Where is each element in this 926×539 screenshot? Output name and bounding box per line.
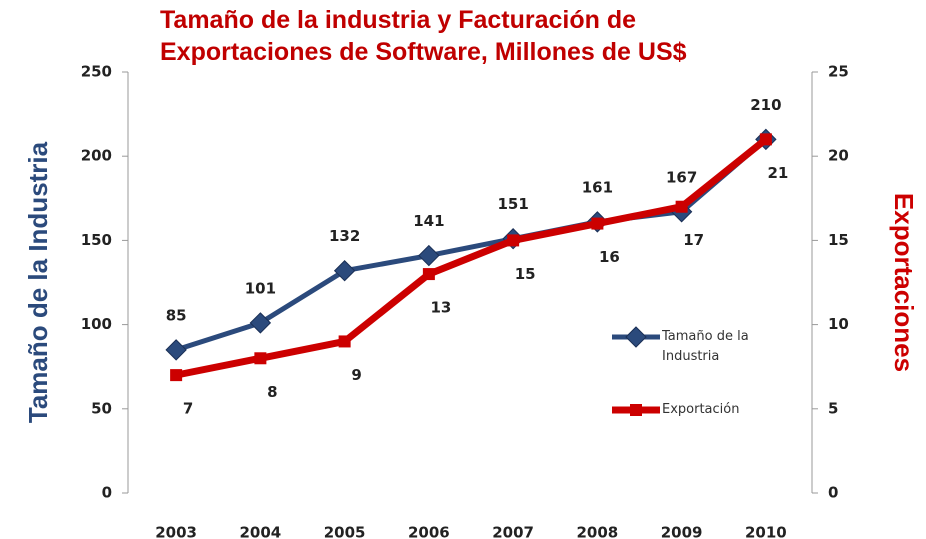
y-tick-label: 0 (102, 484, 112, 502)
x-tick-label: 2010 (745, 524, 787, 539)
data-label: 8 (267, 383, 277, 401)
x-tick-label: 2005 (324, 524, 366, 539)
legend-label: Tamaño de la Industria (662, 329, 749, 364)
y-tick-label: 50 (91, 399, 112, 417)
data-label: 7 (183, 400, 193, 418)
point-marker (422, 268, 435, 281)
y2-tick-label: 20 (828, 147, 849, 165)
x-tick-label: 2003 (155, 524, 197, 539)
point-marker (507, 234, 520, 247)
point-marker (338, 335, 351, 348)
y-tick-label: 150 (81, 231, 112, 249)
data-label: 101 (245, 279, 276, 297)
data-label: 85 (166, 306, 187, 324)
data-label: 21 (767, 164, 788, 182)
series-line (175, 137, 768, 353)
y2-tick-label: 25 (828, 63, 849, 81)
point-marker (333, 260, 356, 282)
y-axis-label: Tamaño de la Industria (23, 141, 53, 423)
data-label: 15 (515, 265, 536, 283)
point-marker (675, 200, 688, 213)
data-label: 13 (430, 299, 451, 317)
y-tick-label: 250 (81, 63, 112, 81)
data-label: 132 (329, 227, 360, 245)
data-label: 210 (750, 96, 781, 114)
x-tick-label: 2007 (492, 524, 534, 539)
y-tick-label: 100 (81, 315, 112, 333)
x-tick-label: 2006 (408, 524, 450, 539)
data-label: 167 (666, 168, 697, 186)
legend-label: Exportación (662, 402, 740, 417)
point-marker (418, 244, 440, 267)
y2-axis-label: Exportaciones (889, 193, 919, 372)
y2-tick-label: 10 (828, 315, 849, 333)
x-tick-label: 2009 (661, 524, 703, 539)
point-marker (165, 339, 187, 361)
x-tick-label: 2004 (240, 524, 282, 539)
y2-tick-label: 0 (828, 484, 838, 502)
y-tick-label: 200 (81, 147, 112, 165)
point-marker (249, 312, 272, 334)
x-tick-label: 2008 (577, 524, 619, 539)
y2-tick-label: 15 (828, 231, 849, 249)
data-label: 9 (351, 366, 361, 384)
series-line (175, 136, 769, 379)
point-marker (591, 217, 604, 230)
data-label: 17 (683, 231, 704, 249)
point-marker (170, 369, 183, 382)
point-marker (254, 352, 267, 365)
data-label: 16 (599, 248, 620, 266)
data-label: 151 (497, 195, 528, 213)
legend-entry: Tamaño de la Industria (662, 329, 749, 364)
chart-title: Tamaño de la industria y Facturación de … (160, 6, 687, 66)
point-marker (759, 133, 772, 146)
legend-entry: Exportación (662, 402, 740, 417)
legend-marker (625, 326, 647, 348)
data-label: 161 (582, 178, 613, 196)
data-label: 141 (413, 212, 444, 230)
y2-tick-label: 5 (828, 399, 838, 417)
legend-marker (630, 404, 642, 416)
